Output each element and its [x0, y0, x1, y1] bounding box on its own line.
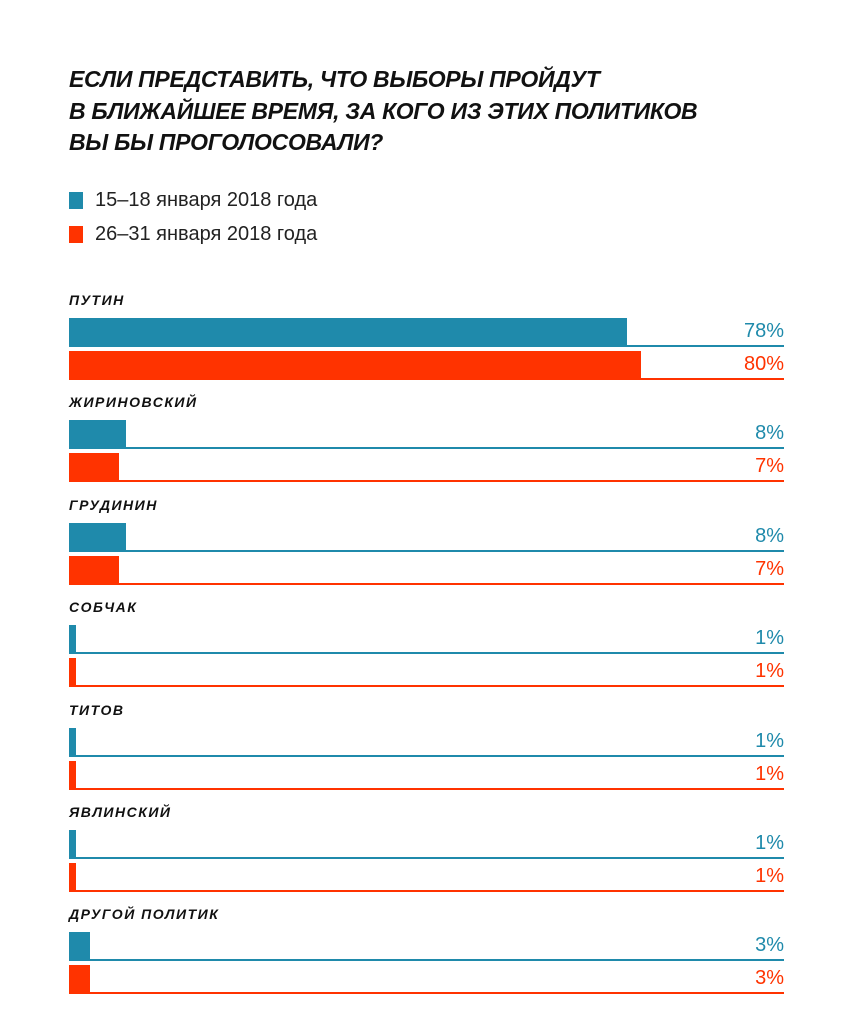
data-label: 8%	[755, 524, 784, 547]
bar-baseline	[69, 378, 784, 380]
data-label: 1%	[755, 660, 784, 683]
bar-baseline	[69, 754, 784, 757]
legend-label: 15–18 января 2018 года	[95, 188, 318, 211]
bar	[69, 965, 91, 995]
bar-baseline	[69, 857, 784, 859]
legend: 15–18 января 2018 года 26–31 января 2018…	[69, 183, 317, 251]
bar	[69, 453, 120, 483]
category-label: ТИТОВ	[69, 701, 125, 718]
category-label: ЯВЛИНСКИЙ	[69, 804, 172, 820]
legend-item: 15–18 января 2018 года	[69, 183, 317, 217]
bar-baseline	[69, 582, 784, 585]
bar	[69, 625, 77, 655]
bar-baseline	[69, 992, 784, 995]
legend-item: 26–31 января 2018 года	[69, 217, 317, 251]
legend-label: 26–31 января 2018 года	[95, 222, 318, 245]
title-line: В БЛИЖАЙШЕЕ ВРЕМЯ, ЗА КОГО ИЗ ЭТИХ ПОЛИТ…	[69, 97, 698, 124]
bar-baseline	[69, 652, 784, 655]
data-label: 1%	[755, 865, 784, 887]
data-label: 8%	[755, 422, 784, 445]
data-label: 78%	[743, 320, 784, 342]
data-label: 80%	[743, 353, 784, 375]
bar	[69, 351, 641, 380]
bar	[69, 932, 91, 962]
bar	[69, 830, 77, 859]
bar	[69, 555, 120, 585]
category-label: ДРУГОЙ ПОЛИТИК	[69, 906, 220, 923]
bar	[69, 420, 127, 450]
bar	[69, 318, 627, 347]
title-line: ВЫ БЫ ПРОГОЛОСОВАЛИ?	[69, 129, 384, 155]
data-label: 3%	[755, 934, 784, 957]
legend-swatch	[69, 225, 83, 243]
bar-baseline	[69, 685, 784, 688]
data-label: 1%	[755, 627, 784, 650]
bar-baseline	[69, 345, 784, 347]
data-label: 7%	[755, 455, 784, 478]
title-line: ЕСЛИ ПРЕДСТАВИТЬ, ЧТО ВЫБОРЫ ПРОЙДУТ	[69, 66, 600, 92]
bar-baseline	[69, 480, 784, 483]
chart-title: ЕСЛИ ПРЕДСТАВИТЬ, ЧТО ВЫБОРЫ ПРОЙДУТ В Б…	[69, 64, 829, 159]
category-label: СОБЧАК	[69, 599, 138, 616]
legend-swatch	[69, 191, 83, 209]
data-label: 7%	[755, 557, 784, 580]
data-label: 1%	[755, 832, 784, 854]
bar	[69, 658, 77, 688]
category-label: ЖИРИНОВСКИЙ	[69, 394, 198, 411]
category-label: ГРУДИНИН	[69, 496, 158, 513]
bar-baseline	[69, 447, 784, 450]
data-label: 1%	[755, 729, 784, 752]
data-label: 3%	[755, 967, 784, 990]
bar	[69, 522, 127, 552]
bar	[69, 863, 77, 892]
bar-baseline	[69, 890, 784, 892]
bar	[69, 727, 77, 757]
bar-baseline	[69, 787, 784, 790]
data-label: 1%	[755, 762, 784, 785]
category-label: ПУТИН	[69, 292, 125, 308]
bar-baseline	[69, 549, 784, 552]
bar-baseline	[69, 959, 784, 962]
bar	[69, 760, 77, 790]
